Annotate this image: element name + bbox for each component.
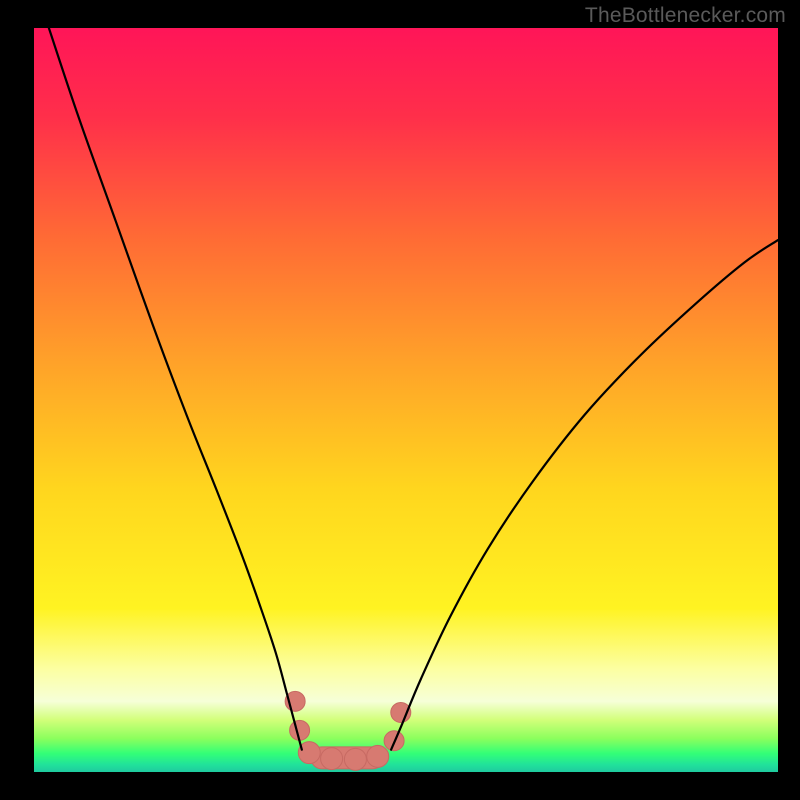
gradient-background: [34, 28, 778, 772]
chart-root: TheBottlenecker.com: [0, 0, 800, 800]
watermark-text: TheBottlenecker.com: [585, 4, 786, 28]
